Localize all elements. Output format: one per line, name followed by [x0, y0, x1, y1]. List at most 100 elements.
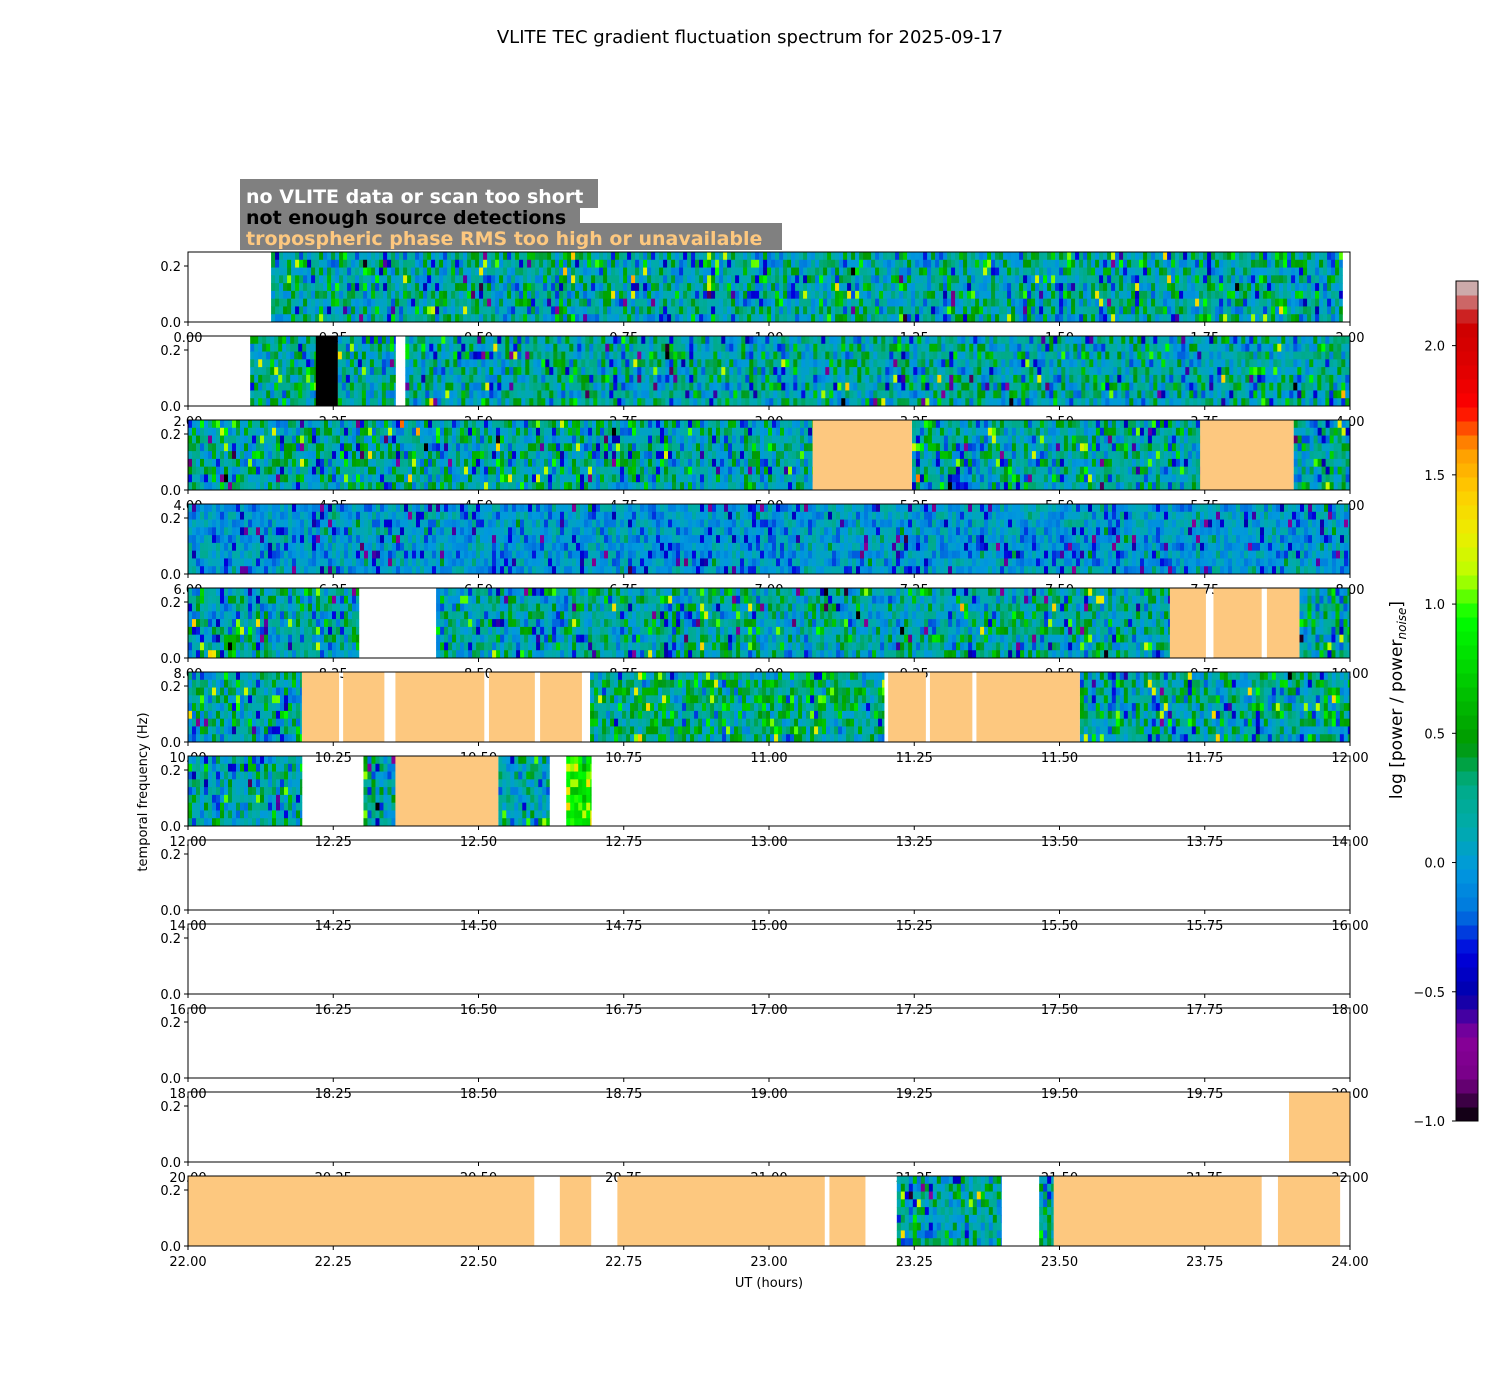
data-block [1039, 1176, 1055, 1247]
x-tick-label: 19.25 [896, 1087, 933, 1102]
colorbar-swatch [1456, 617, 1478, 632]
x-tick-label: 18.75 [605, 1087, 642, 1102]
y-tick-label: 0.0 [160, 484, 181, 499]
troposphere-flag [395, 672, 485, 742]
colorbar-swatch [1456, 687, 1478, 702]
panel-6: 0.00.212.00 12.25 12.50 12.75 13.00 13.25 13.5… [160, 755, 1369, 850]
colorbar-swatch [1456, 995, 1478, 1010]
troposphere-flag [540, 672, 582, 742]
x-tick-label: 12.25 [315, 835, 352, 850]
y-tick-label: 0.0 [160, 820, 181, 835]
colorbar-swatch [1456, 967, 1478, 982]
x-tick-label: 23.75 [1186, 1255, 1223, 1270]
x-tick-label: 22.00 [169, 1255, 206, 1270]
y-tick-label: 0.0 [160, 736, 181, 751]
data-block [911, 420, 1201, 491]
colorbar-swatch [1456, 1093, 1478, 1108]
panel-2: 0.00.24.004.254.504.755.005.255.505.756.… [160, 419, 1364, 514]
colorbar-swatch [1456, 799, 1478, 814]
data-block [1293, 420, 1351, 491]
data-block [590, 672, 885, 743]
colorbar-swatch [1456, 1079, 1478, 1094]
x-tick-label: 12.50 [460, 835, 497, 850]
troposphere-flag [888, 672, 926, 742]
data-block [566, 756, 592, 827]
colorbar-swatch [1456, 463, 1478, 478]
x-tick-label: 15.50 [1041, 919, 1078, 934]
colorbar-tick-label: 1.5 [1424, 469, 1445, 484]
y-tick-label: 0.0 [160, 904, 181, 919]
troposphere-flag [559, 1176, 592, 1246]
troposphere-flag [1200, 420, 1294, 490]
y-tick-label: 0.0 [160, 988, 181, 1003]
data-block [1299, 588, 1351, 659]
colorbar-swatch [1456, 393, 1478, 408]
y-tick-label: 0.0 [160, 1240, 181, 1255]
panel-4: 0.00.28.008.258.508.759.009.259.509.7510… [160, 587, 1369, 682]
troposphere-flag [1266, 588, 1300, 658]
data-block [188, 504, 1351, 575]
x-tick-label: 13.75 [1186, 835, 1223, 850]
colorbar-swatch [1456, 883, 1478, 898]
colorbar-swatch [1456, 575, 1478, 590]
x-tick-label: 13.25 [896, 835, 933, 850]
data-block [188, 420, 813, 491]
y-tick-label: 0.2 [160, 512, 181, 527]
x-tick-label: 18.25 [315, 1087, 352, 1102]
panel-frame [187, 1007, 1351, 1079]
colorbar-tick-label: 1.0 [1424, 598, 1445, 613]
colorbar-label-close: ] [1387, 601, 1407, 608]
data-block [188, 756, 303, 827]
panel-1: 0.00.22.002.252.502.753.003.253.503.754.… [160, 335, 1364, 430]
colorbar-frame [1455, 280, 1479, 1122]
x-tick-label: 10.75 [605, 751, 642, 766]
y-tick-label: 0.2 [160, 1016, 181, 1031]
troposphere-flag [929, 672, 973, 742]
x-tick-label: 15.25 [896, 919, 933, 934]
troposphere-flag [488, 672, 535, 742]
panel-frame [187, 755, 1351, 827]
colorbar-swatch [1456, 281, 1478, 296]
y-tick-label: 0.0 [160, 568, 181, 583]
colorbar-swatch [1456, 645, 1478, 660]
legend-box [240, 223, 782, 250]
x-tick-label: 19.75 [1186, 1087, 1223, 1102]
x-tick-label: 14.75 [605, 919, 642, 934]
colorbar-swatch [1456, 841, 1478, 856]
troposphere-flag [829, 1176, 866, 1246]
colorbar-label-main: log [power / power [1387, 639, 1407, 799]
troposphere-flag [1277, 1176, 1341, 1246]
x-axis-label: UT (hours) [735, 1276, 803, 1291]
data-block [436, 588, 1171, 659]
colorbar-tick-label: −0.5 [1413, 986, 1445, 1001]
x-tick-label: 23.25 [896, 1255, 933, 1270]
colorbar-tick-label: 2.0 [1424, 340, 1445, 355]
y-tick-label: 0.2 [160, 1100, 181, 1115]
colorbar-swatch [1456, 337, 1478, 352]
x-tick-label: 18.50 [460, 1087, 497, 1102]
panel-frame [187, 1091, 1351, 1163]
colorbar-swatch [1456, 477, 1478, 492]
y-tick-label: 0.2 [160, 764, 181, 779]
troposphere-flag [1053, 1176, 1262, 1246]
data-block [271, 252, 1343, 323]
legend-item-label: tropospheric phase RMS too high or unava… [246, 228, 762, 250]
data-block [337, 336, 396, 407]
chart-title: VLITE TEC gradient fluctuation spectrum … [497, 27, 1003, 48]
colorbar-swatch [1456, 729, 1478, 744]
colorbar-swatch [1456, 771, 1478, 786]
colorbar-label-sub: noise [1395, 608, 1409, 640]
x-tick-label: 13.50 [1041, 835, 1078, 850]
colorbar-tick-label: 0.5 [1424, 727, 1445, 742]
x-tick-label: 13.00 [750, 835, 787, 850]
data-block [188, 672, 303, 743]
x-tick-label: 11.25 [896, 751, 933, 766]
x-tick-label: 16.50 [460, 1003, 497, 1018]
colorbar-swatch [1456, 855, 1478, 870]
colorbar-swatch [1456, 939, 1478, 954]
colorbar-swatch [1456, 491, 1478, 506]
x-tick-label: 17.75 [1186, 1003, 1223, 1018]
x-tick-label: 23.50 [1041, 1255, 1078, 1270]
panel-10: 0.00.220.0020.2520.5020.7521.0021.2521.5… [160, 1091, 1369, 1186]
